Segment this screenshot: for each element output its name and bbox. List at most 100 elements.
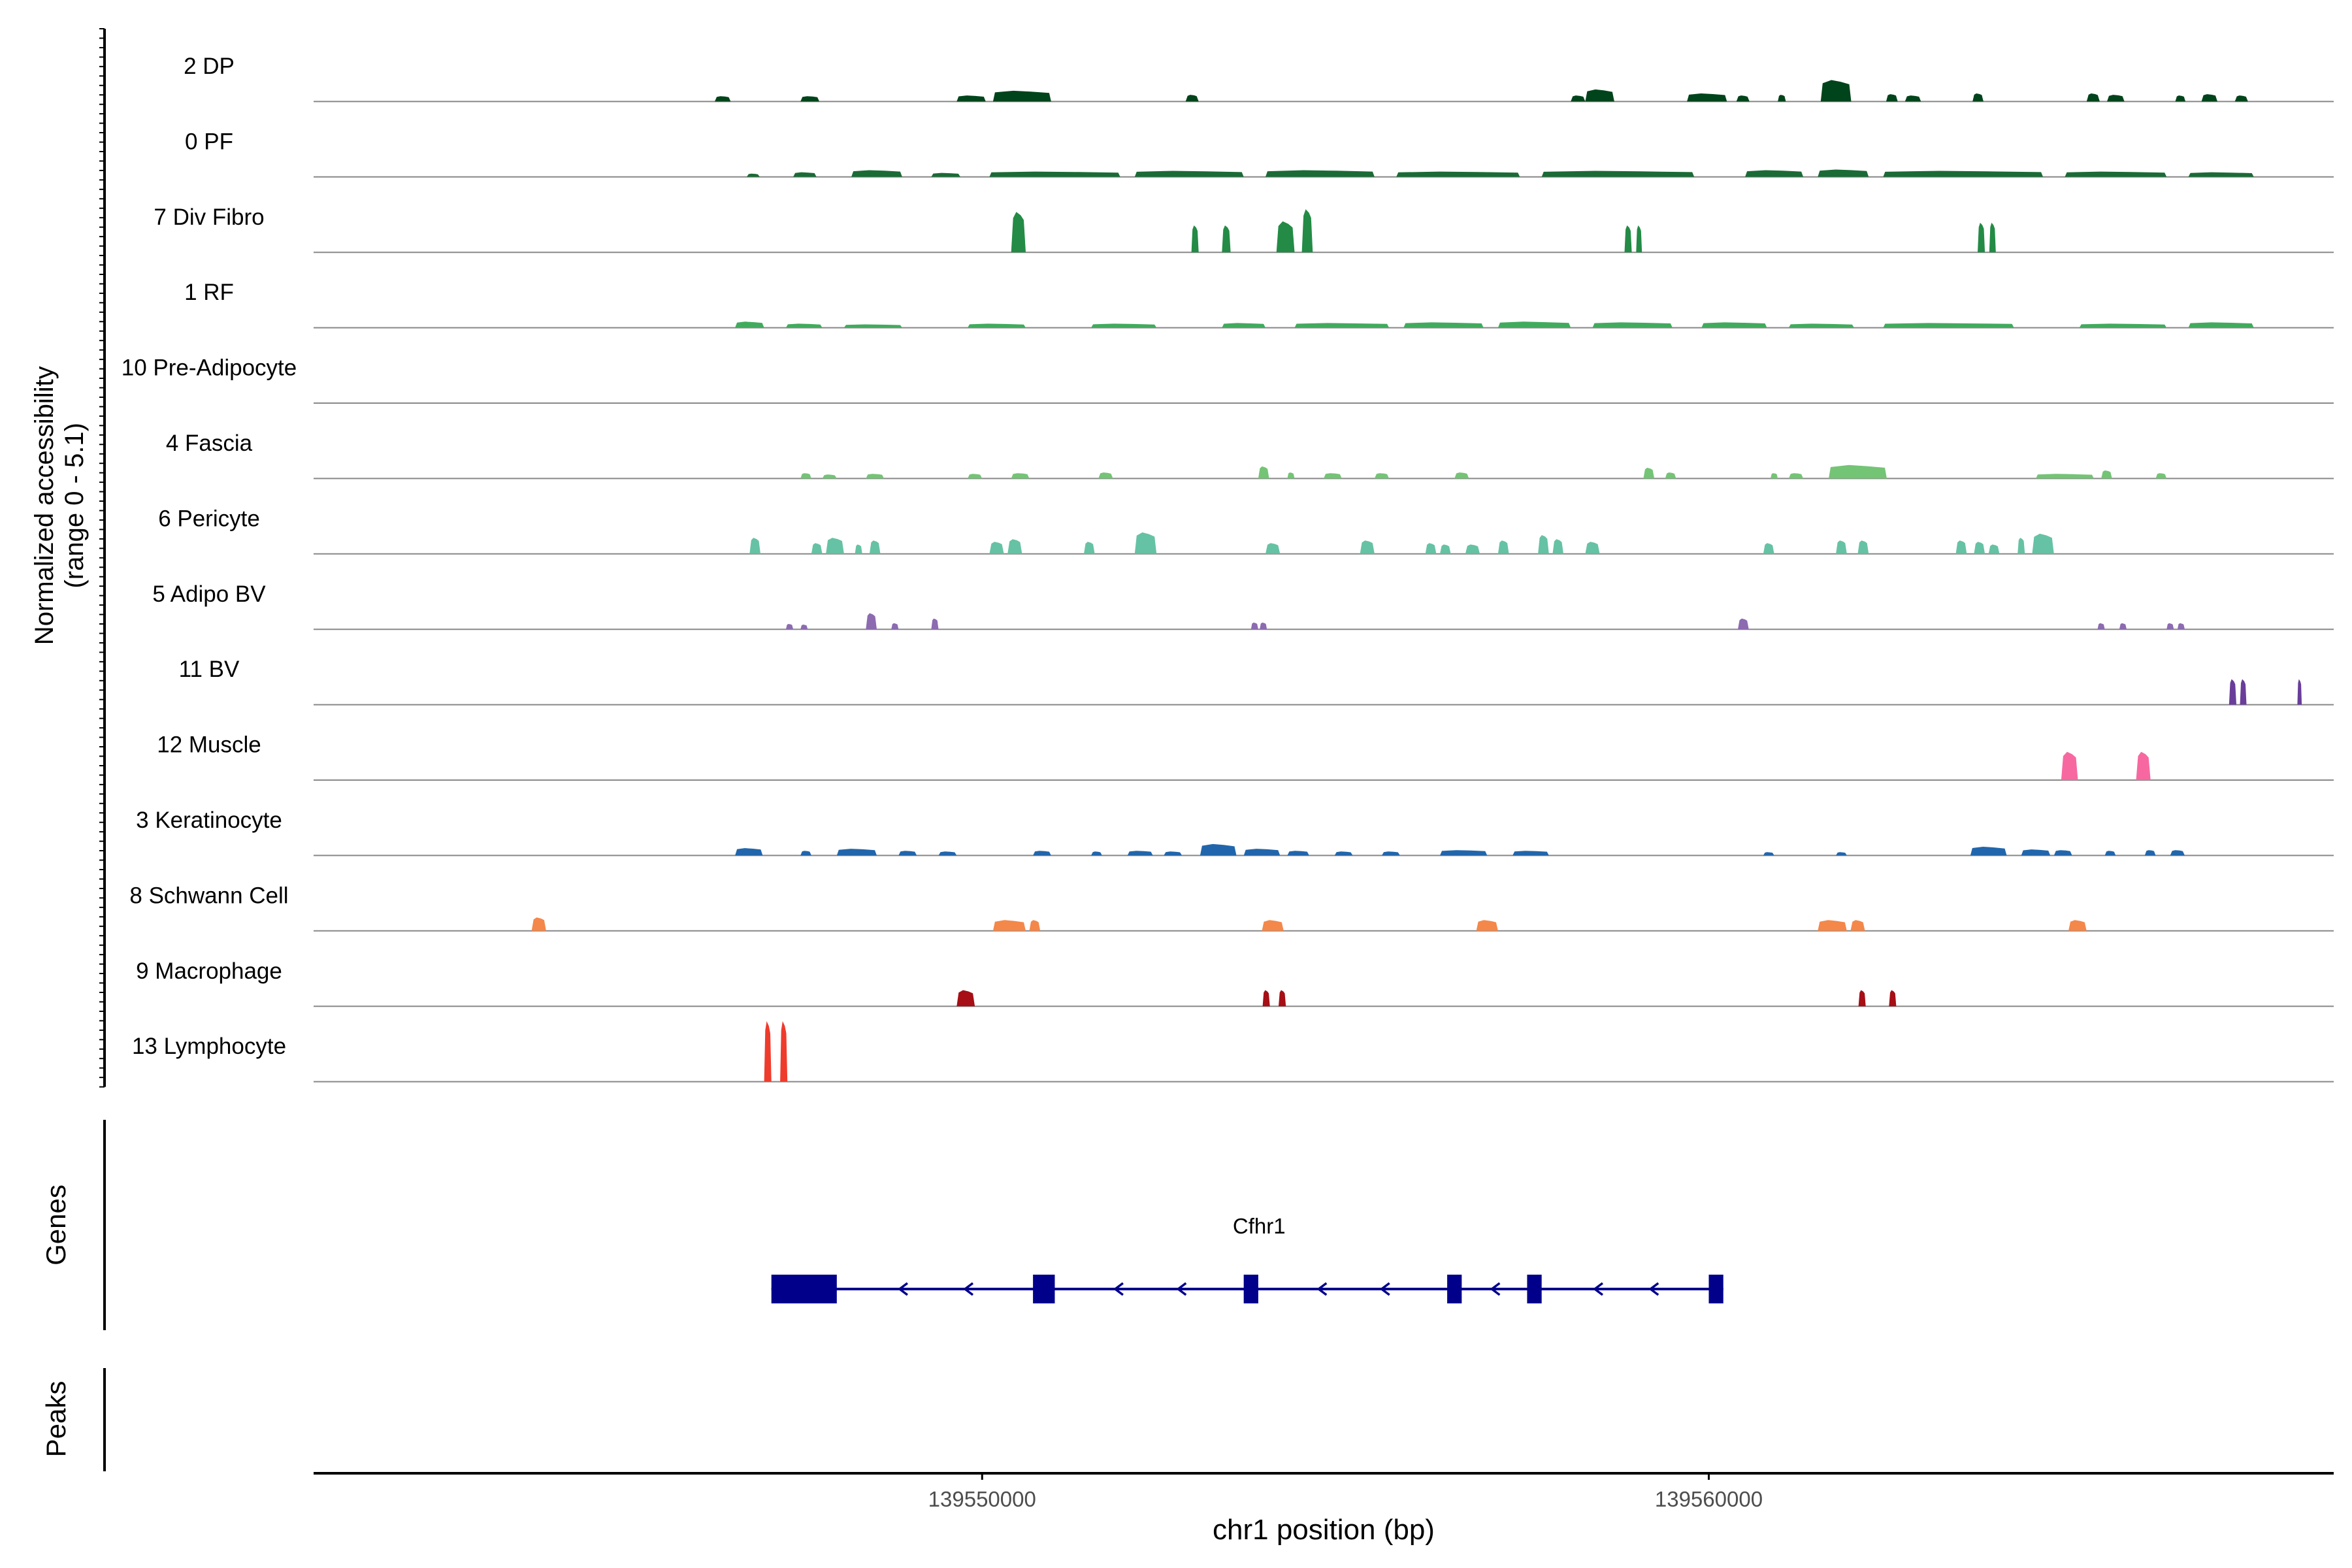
coverage-peak [1701,322,1767,328]
exon [1243,1275,1258,1303]
x-tick-label: 139560000 [1655,1487,1763,1511]
coverage-peak [1374,473,1390,479]
coverage-peak [1134,171,1244,177]
track-label: 4 Fascia [166,431,253,456]
coverage-peak [2297,679,2302,705]
coverage-peak [1266,543,1281,554]
x-tick-label: 139550000 [928,1487,1036,1511]
coverage-peak [1836,852,1847,856]
coverage-peak [1497,321,1571,328]
x-axis: 139550000 139560000 chr1 position (bp) [314,1472,2334,1546]
coverage-peak [1738,618,1749,630]
peaks-track-label: Peaks [41,1381,71,1458]
coverage-peak [1262,920,1284,931]
track-label: 10 Pre-Adipocyte [122,355,297,381]
coverage-peak [1279,990,1286,1007]
track-label: 8 Schwann Cell [129,883,288,908]
track-label: 6 Pericyte [158,506,260,531]
coverage-peak [1301,209,1313,253]
coverage-peak [1250,622,1258,630]
coverage-peak [992,90,1051,102]
strand-arrow-icon [897,1282,908,1296]
coverage-peak [2144,850,2156,856]
coverage-peak [2166,623,2174,630]
track-label: 5 Adipo BV [152,581,266,607]
coverage-peak [1988,544,2000,554]
coverage-peak [2188,172,2254,177]
track-label: 2 DP [184,54,235,79]
y-label-line: Normalized accessibility [30,366,59,645]
coverage-peak [1098,472,1113,479]
coverage-peak [531,917,546,931]
coverage-peak [1287,472,1295,479]
track-label: 9 Macrophage [136,958,282,984]
coverage-peak [2053,850,2072,856]
coverage-peak [866,474,885,479]
track-label: 3 Keratinocyte [136,808,282,833]
strand-arrow-icon [1113,1282,1124,1296]
coverage-peak [1778,95,1786,102]
coverage-peak [2017,538,2025,554]
coverage-peak [800,473,811,479]
coverage-peak [1091,323,1157,328]
coverage-peak [2107,95,2125,102]
coverage-peak [1497,540,1509,554]
exon [1033,1275,1055,1303]
exon [1447,1275,1462,1303]
coverage-peak [1454,472,1469,479]
peaks-track: Peaks [41,1368,106,1471]
coverage-peak [968,323,1026,328]
y-label-line: (range 0 - 5.1) [60,423,89,588]
coverage-peak [1465,544,1480,554]
coverage-peak [2097,623,2105,630]
coverage-peak [1262,990,1270,1007]
coverage-peak [1222,323,1266,328]
coverage-peak [1084,542,1095,554]
coverage-peak [735,321,764,328]
coverage-peak [2032,533,2054,554]
gene-name-label: Cfhr1 [1233,1214,1286,1238]
coverage-peak [1538,535,1549,554]
strand-arrow-icon [1316,1282,1328,1296]
coverage-peak [1818,920,1847,931]
coverage-peak [989,542,1004,554]
coverage-peak [1266,170,1375,177]
coverage-peak [735,848,763,856]
coverage-peak [989,171,1120,177]
coverage-peak [1665,472,1676,479]
track-label: 7 Div Fibro [154,204,264,230]
exon [1708,1275,1723,1303]
coverage-peak [866,613,877,630]
coverage-peak [1258,466,1269,479]
exon [1527,1275,1542,1303]
coverage-peak [2104,851,2116,856]
track-label: 0 PF [185,129,233,154]
strand-arrow-icon [1176,1282,1187,1296]
coverage-peak [956,95,986,102]
coverage-peak [1763,852,1774,856]
coverage-peak [2177,623,2185,630]
coverage-peak [749,538,760,554]
coverage-peak [1294,323,1390,328]
coverage-peak [1091,851,1102,856]
coverage-peak [1440,544,1451,554]
coverage-peak [1788,323,1854,328]
coverage-peak [2021,849,2051,856]
strand-arrow-icon [1593,1282,1603,1296]
coverage-peak [1978,222,1985,253]
gene-track: Genes Cfhr1 [41,1120,1723,1330]
coverage-peak [1425,543,1437,554]
coverage-peak [1403,322,1484,328]
coverage-peak [1763,543,1774,554]
coverage-peak [1836,540,1847,554]
coverage-track: 11 BV [179,657,2334,706]
coverage-peak [785,624,794,630]
coverage-peak [2086,93,2100,102]
strand-arrow-icon [1490,1282,1501,1296]
coverage-peak [1029,920,1041,931]
coverage-peak [836,849,877,856]
coverage-peak [1585,89,1614,102]
coverage-peak [869,540,881,554]
coverage-peak [1127,851,1153,856]
coverage-peak [822,474,837,479]
